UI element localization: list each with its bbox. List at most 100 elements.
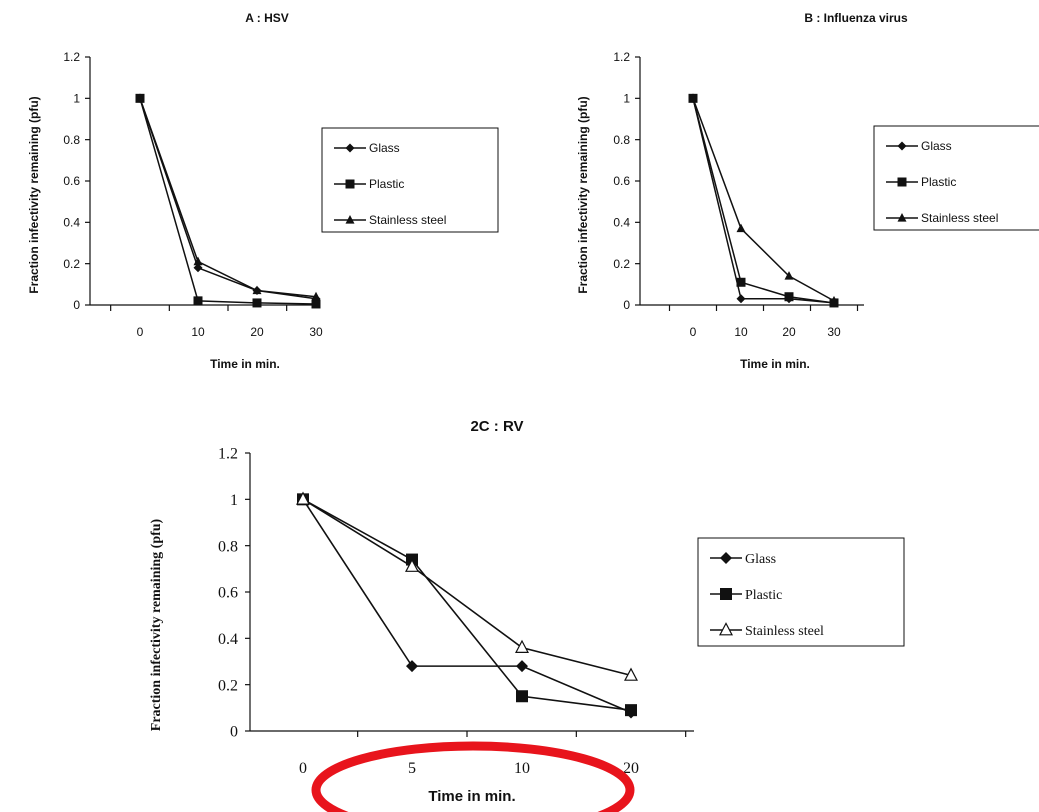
- y-tick-label: 0.8: [613, 133, 630, 147]
- y-axis-label: Fraction infectivity remaining (pfu): [149, 518, 164, 731]
- series-stainless-steel: [135, 93, 321, 301]
- data-point: [736, 277, 746, 287]
- series-line: [139, 98, 317, 298]
- y-tick-label: 0.4: [613, 216, 630, 230]
- data-point: [406, 660, 418, 673]
- series-glass: [135, 93, 321, 304]
- x-axis-label: Time in min.: [428, 788, 515, 805]
- legend-marker: [897, 141, 907, 151]
- y-axis-label: Fraction infectivity remaining (pfu): [576, 96, 590, 293]
- data-point: [625, 704, 637, 717]
- legend-label: Glass: [745, 552, 776, 567]
- series-plastic: [688, 93, 839, 308]
- x-tick-label: 0: [299, 760, 307, 777]
- legend-marker: [720, 552, 732, 564]
- series-line: [139, 98, 317, 305]
- y-tick-label: 0.6: [218, 585, 238, 602]
- y-tick-label: 0.6: [63, 174, 80, 188]
- x-tick-label: 10: [191, 325, 205, 339]
- series-line: [139, 98, 317, 300]
- chart-title: A : HSV: [245, 11, 289, 25]
- data-point: [193, 296, 203, 306]
- y-axis-label: Fraction infectivity remaining (pfu): [27, 96, 41, 293]
- y-tick-label: 1.2: [63, 50, 80, 64]
- data-point: [829, 295, 839, 305]
- y-tick-label: 0.4: [63, 216, 80, 230]
- legend-marker: [345, 179, 355, 189]
- y-tick-label: 0.2: [63, 257, 80, 271]
- legend-label: Stainless steel: [921, 211, 998, 225]
- x-tick-label: 10: [734, 325, 748, 339]
- y-tick-label: 0: [73, 298, 80, 312]
- x-axis-label: Time in min.: [740, 357, 810, 371]
- highlight-ellipse: [311, 741, 635, 812]
- data-point: [311, 299, 321, 309]
- legend-label: Stainless steel: [369, 213, 446, 227]
- x-tick-label: 30: [827, 325, 841, 339]
- chart-title: 2C : RV: [470, 418, 523, 435]
- data-point: [624, 667, 638, 681]
- series-stainless-steel: [688, 93, 839, 305]
- legend-marker: [345, 215, 355, 224]
- x-tick-label: 0: [690, 325, 697, 339]
- y-tick-label: 0.2: [218, 677, 238, 694]
- y-tick-label: 0: [623, 298, 630, 312]
- y-tick-label: 1.2: [218, 446, 238, 463]
- data-point: [736, 294, 746, 304]
- data-point: [135, 93, 145, 102]
- legend: Glass Plastic Stainless steel: [873, 125, 1039, 231]
- legend-marker: [720, 588, 732, 600]
- legend: Glass Plastic Stainless steel: [697, 537, 905, 647]
- x-tick-label: 20: [250, 325, 264, 339]
- legend-label: Plastic: [921, 175, 956, 189]
- y-tick-label: 1: [623, 92, 630, 106]
- y-tick-label: 1: [73, 92, 80, 106]
- data-point: [515, 639, 529, 654]
- series-line: [692, 98, 835, 302]
- chart-title: B : Influenza virus: [804, 11, 908, 25]
- data-point: [252, 298, 262, 308]
- series-glass: [688, 93, 839, 308]
- legend-label: Plastic: [369, 177, 404, 191]
- series-line: [302, 498, 632, 711]
- data-point: [688, 93, 698, 102]
- data-point: [516, 660, 528, 673]
- legend-marker: [897, 177, 907, 187]
- x-tick-label: 20: [782, 325, 796, 339]
- legend-marker: [897, 213, 907, 222]
- x-tick-label: 20: [623, 760, 639, 777]
- y-tick-label: 0.8: [218, 538, 238, 555]
- legend-marker: [345, 143, 355, 153]
- data-point: [311, 291, 321, 301]
- y-tick-label: 0.6: [613, 174, 630, 188]
- legend-label: Glass: [921, 139, 952, 153]
- data-point: [193, 263, 203, 273]
- legend-label: Plastic: [745, 588, 782, 603]
- legend-label: Glass: [369, 141, 400, 155]
- data-point: [516, 690, 528, 703]
- chart-a: 0 0.2 0.4 0.6 0.8 1 1.2 0 10 20 30 A : HSV Time in m…: [27, 11, 499, 371]
- series-line: [692, 98, 835, 304]
- x-tick-label: 30: [309, 325, 323, 339]
- data-point: [736, 223, 746, 233]
- x-tick-label: 5: [408, 760, 416, 777]
- legend-label: Stainless steel: [745, 624, 824, 639]
- annotation-layer: [311, 741, 635, 812]
- chart-c: 0 0.2 0.4 0.6 0.8 1 1.2 0 5 10 20 2C : RV Time in mi…: [149, 418, 905, 805]
- y-tick-label: 0: [230, 724, 238, 741]
- series-line: [302, 498, 632, 677]
- data-point: [296, 491, 310, 505]
- data-point: [193, 256, 203, 266]
- series-line: [302, 498, 632, 714]
- series-stainless-steel: [296, 491, 638, 681]
- chart-b: 0 0.2 0.4 0.6 0.8 1 1.2 0 10 20 30 B : Influenza vi…: [576, 11, 1039, 371]
- series-line: [692, 98, 835, 304]
- data-point: [784, 292, 794, 302]
- y-tick-label: 0.8: [63, 133, 80, 147]
- x-axis-label: Time in min.: [210, 357, 280, 371]
- y-tick-label: 0.2: [613, 257, 630, 271]
- data-point: [784, 271, 794, 280]
- data-point: [405, 558, 419, 572]
- y-tick-label: 1: [230, 492, 238, 509]
